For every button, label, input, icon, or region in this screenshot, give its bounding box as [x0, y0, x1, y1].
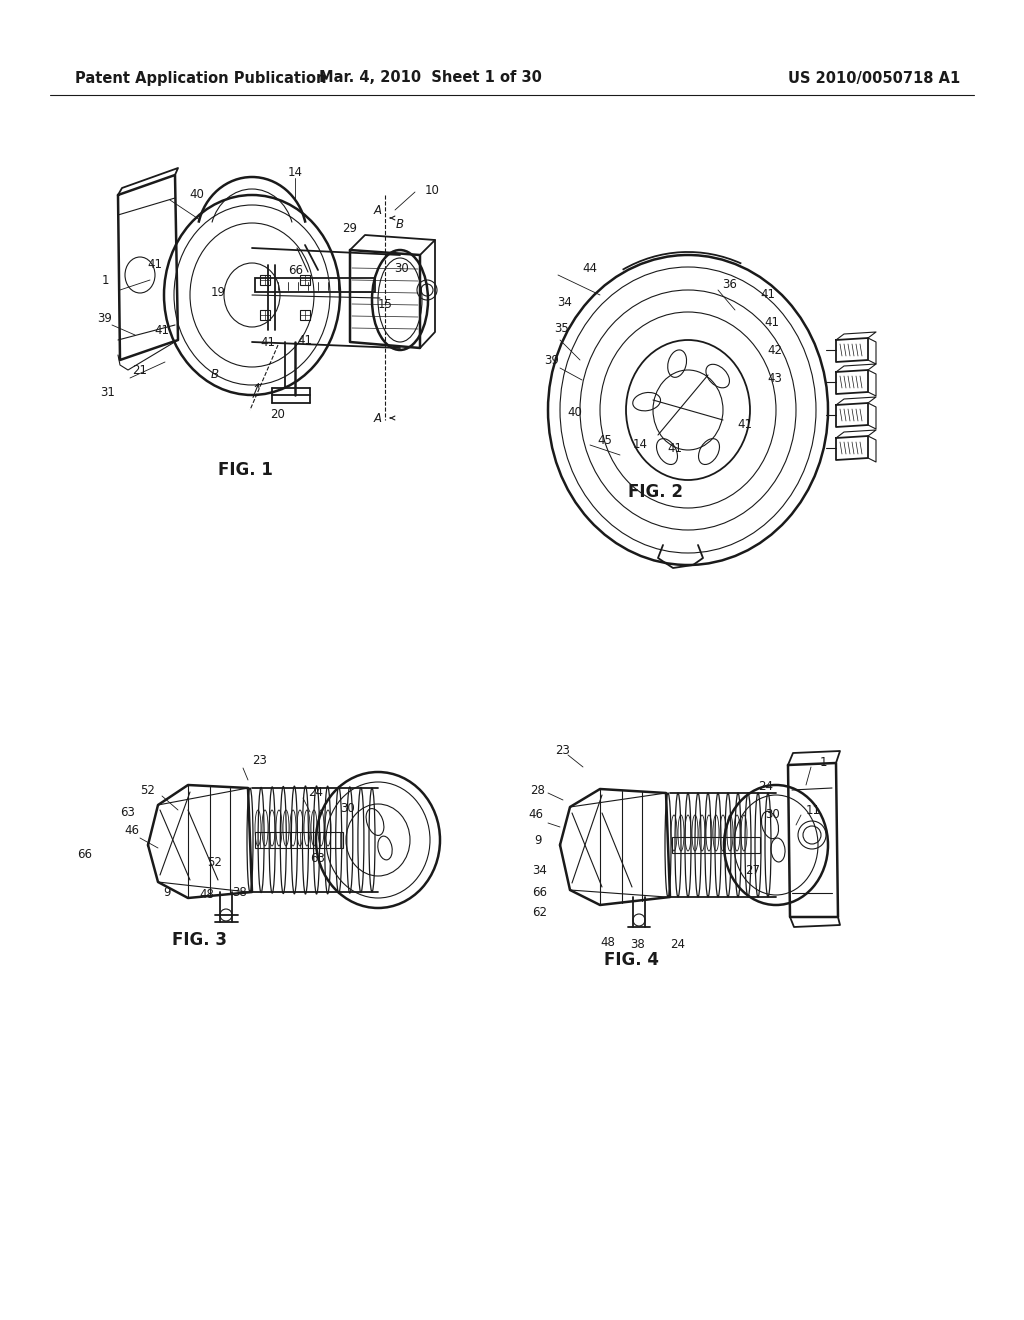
Text: 14: 14: [288, 165, 302, 178]
Text: 35: 35: [555, 322, 569, 334]
Text: 1: 1: [819, 756, 826, 770]
Text: 41: 41: [298, 334, 312, 346]
Text: 38: 38: [631, 939, 645, 952]
Text: 41: 41: [737, 418, 753, 432]
Text: 24: 24: [671, 939, 685, 952]
Text: 62: 62: [532, 907, 548, 920]
Text: B: B: [396, 219, 404, 231]
Text: 10: 10: [425, 183, 439, 197]
Bar: [300, 310, 310, 319]
Text: 14: 14: [633, 438, 647, 451]
Text: 52: 52: [140, 784, 156, 796]
Text: 41: 41: [155, 323, 170, 337]
Text: 44: 44: [583, 261, 597, 275]
Text: FIG. 3: FIG. 3: [172, 931, 227, 949]
Text: FIG. 4: FIG. 4: [604, 950, 659, 969]
Text: Patent Application Publication: Patent Application Publication: [75, 70, 327, 86]
Text: 39: 39: [97, 312, 113, 325]
Text: 45: 45: [598, 433, 612, 446]
Text: 23: 23: [253, 754, 267, 767]
Text: 38: 38: [232, 887, 248, 899]
Text: 19: 19: [211, 285, 225, 298]
Text: 24: 24: [308, 785, 324, 799]
Text: 41: 41: [761, 289, 775, 301]
Text: A: A: [374, 412, 382, 425]
Text: 66: 66: [532, 887, 548, 899]
Text: 66: 66: [289, 264, 303, 276]
Text: B: B: [211, 368, 219, 381]
Text: 46: 46: [528, 808, 544, 821]
Text: 21: 21: [132, 363, 147, 376]
Text: 63: 63: [121, 805, 135, 818]
Bar: [672, 837, 760, 853]
Text: 30: 30: [394, 261, 410, 275]
Text: 30: 30: [766, 808, 780, 821]
Text: 1: 1: [101, 273, 109, 286]
Text: 40: 40: [567, 405, 583, 418]
Text: 28: 28: [530, 784, 546, 796]
Text: FIG. 2: FIG. 2: [628, 483, 683, 502]
Bar: [255, 279, 375, 292]
Text: Mar. 4, 2010  Sheet 1 of 30: Mar. 4, 2010 Sheet 1 of 30: [318, 70, 542, 86]
Bar: [255, 832, 343, 847]
Text: FIG. 1: FIG. 1: [217, 461, 272, 479]
Text: 15: 15: [378, 298, 392, 312]
Text: 9: 9: [163, 886, 171, 899]
Text: 41: 41: [765, 315, 779, 329]
Text: 52: 52: [208, 855, 222, 869]
Text: 23: 23: [556, 743, 570, 756]
Text: 48: 48: [200, 888, 214, 902]
Text: 63: 63: [310, 851, 326, 865]
Text: 42: 42: [768, 343, 782, 356]
Text: 20: 20: [270, 408, 286, 421]
Text: 41: 41: [260, 335, 275, 348]
Text: A: A: [374, 203, 382, 216]
Text: 31: 31: [100, 385, 116, 399]
Text: 66: 66: [78, 849, 92, 862]
Text: 48: 48: [600, 936, 615, 949]
Text: 34: 34: [532, 863, 548, 876]
Bar: [300, 275, 310, 285]
Text: 9: 9: [535, 833, 542, 846]
Text: 24: 24: [759, 780, 773, 793]
Text: 29: 29: [342, 222, 357, 235]
Text: 11: 11: [806, 804, 820, 817]
Text: 43: 43: [768, 371, 782, 384]
Text: 41: 41: [668, 441, 683, 454]
Bar: [260, 310, 270, 319]
Text: 40: 40: [189, 189, 205, 202]
Text: US 2010/0050718 A1: US 2010/0050718 A1: [787, 70, 961, 86]
Text: 46: 46: [125, 824, 139, 837]
Text: 36: 36: [723, 279, 737, 292]
Bar: [260, 275, 270, 285]
Text: 27: 27: [745, 863, 761, 876]
Text: 39: 39: [545, 354, 559, 367]
Text: 30: 30: [341, 801, 355, 814]
Text: 34: 34: [557, 296, 572, 309]
Text: 41: 41: [147, 259, 163, 272]
